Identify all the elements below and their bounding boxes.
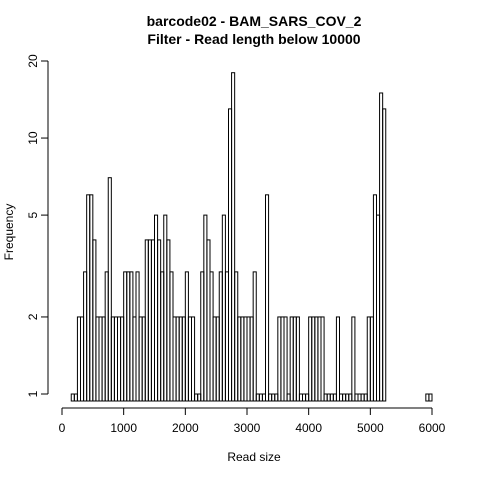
histogram-bar [295, 316, 300, 402]
y-tick-label: 20 [26, 54, 40, 68]
histogram-bar [231, 72, 236, 402]
histogram-bar [335, 316, 341, 402]
y-tick-label: 1 [26, 390, 40, 397]
y-axis-ticks: 1 2 5 10 20 [26, 54, 48, 397]
histogram-bar [252, 271, 257, 402]
x-tick-label: 1000 [110, 421, 137, 435]
histogram-bar [283, 316, 288, 402]
histogram-bar [320, 316, 325, 402]
histogram-bar [107, 177, 112, 402]
x-tick-label: 6000 [419, 421, 446, 435]
histogram-bar [191, 316, 196, 402]
chart-title: barcode02 - BAM_SARS_COV_2 [147, 13, 362, 29]
x-axis-label: Read size [227, 450, 281, 464]
histogram-bars [70, 72, 433, 402]
histogram-bar [351, 316, 356, 402]
x-tick-label: 4000 [295, 421, 322, 435]
y-tick-label: 5 [26, 211, 40, 218]
chart-subtitle: Filter - Read length below 10000 [147, 31, 360, 47]
x-tick-label: 0 [59, 421, 66, 435]
histogram-bar [428, 393, 433, 402]
histogram-bar [382, 108, 387, 402]
y-tick-label: 2 [26, 313, 40, 320]
y-tick-label: 10 [26, 131, 40, 145]
y-axis-label: Frequency [2, 204, 16, 261]
x-tick-label: 2000 [172, 421, 199, 435]
x-tick-label: 5000 [357, 421, 384, 435]
x-axis-ticks: 0 1000 2000 3000 4000 5000 6000 [59, 408, 446, 435]
x-tick-label: 3000 [234, 421, 261, 435]
histogram-bar [265, 194, 270, 402]
